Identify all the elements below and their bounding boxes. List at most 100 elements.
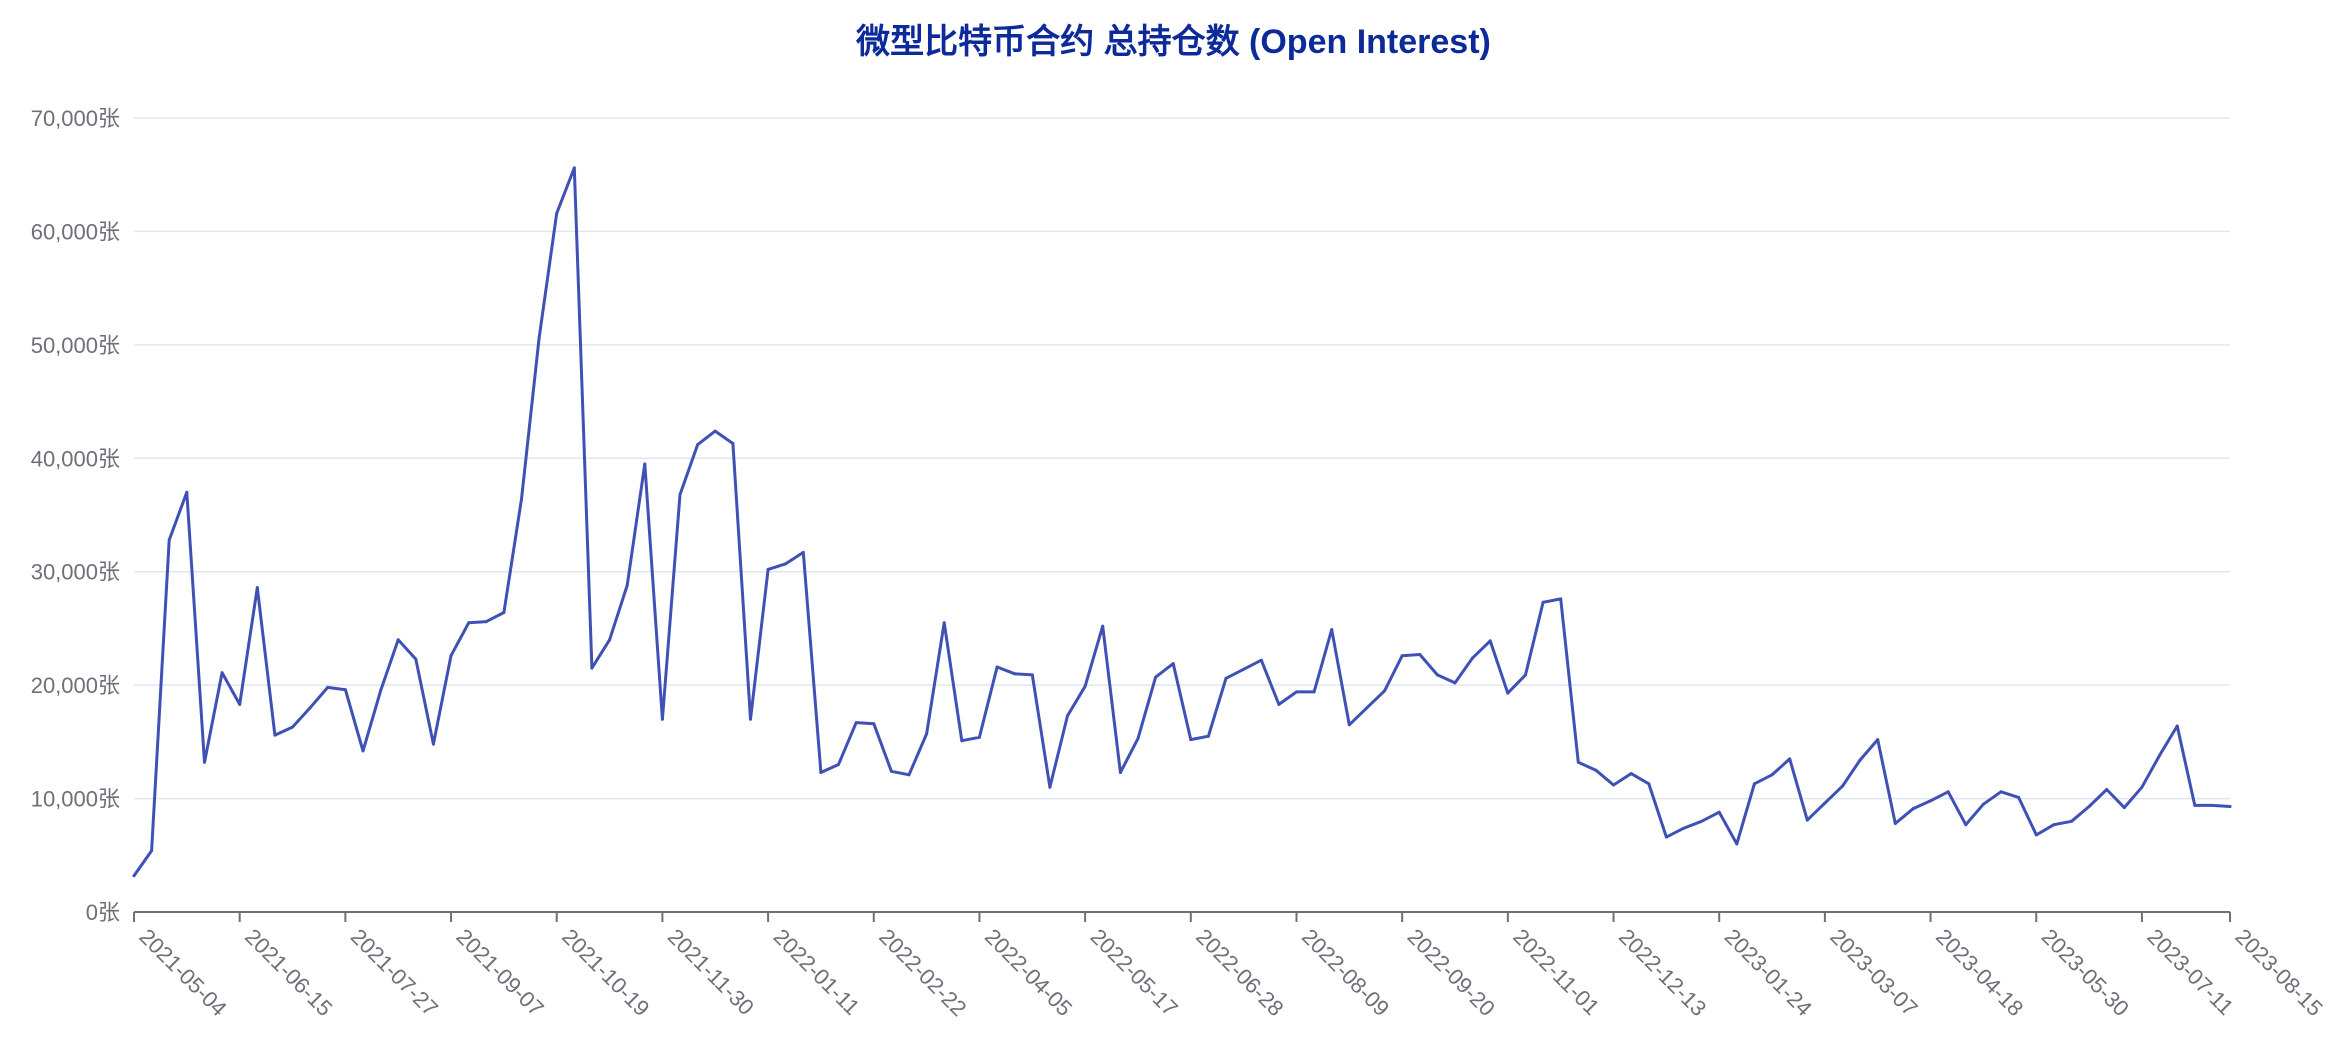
data-point (1576, 760, 1580, 764)
x-tick-label: 2023-01-24 (1720, 924, 1817, 1021)
data-point (2228, 805, 2232, 808)
data-point (749, 717, 752, 721)
x-tick-label: 2021-11-30 (663, 924, 759, 1020)
data-point (1066, 714, 1069, 718)
x-tick-label: 2023-05-30 (2037, 924, 2134, 1021)
data-point (1453, 681, 1457, 685)
data-point (1347, 723, 1351, 727)
x-tick-label: 2022-02-22 (874, 924, 971, 1021)
data-point (1841, 784, 1844, 788)
data-point (1365, 706, 1369, 710)
data-point (2210, 803, 2214, 807)
data-point (431, 742, 435, 746)
series-line (132, 166, 2232, 878)
data-point (819, 771, 823, 774)
data-point (1506, 691, 1510, 695)
data-point (2140, 785, 2144, 789)
series-layer (132, 166, 2232, 878)
data-point (1030, 673, 1034, 677)
grid-lines (134, 117, 2230, 800)
data-point (1664, 835, 1668, 839)
data-point (731, 442, 735, 445)
x-tick-label: 2022-09-20 (1403, 924, 1500, 1021)
x-tick-label: 2021-05-04 (134, 924, 231, 1021)
data-point (1541, 600, 1545, 604)
y-axis-tick-labels: 0张 10,000张 20,000张 30,000张 40,000张 50,000张 60,… (31, 106, 120, 925)
data-point (784, 562, 788, 566)
y-tick-label: 50,000张 (31, 333, 120, 358)
data-point (1083, 684, 1087, 688)
data-point (1717, 810, 1721, 814)
data-point (1277, 702, 1281, 706)
x-tick-label: 2023-08-15 (2230, 924, 2327, 1021)
data-point (1242, 667, 1246, 671)
data-point (132, 874, 136, 878)
data-point (1189, 738, 1193, 742)
data-point (2052, 823, 2056, 827)
data-point (203, 760, 206, 764)
data-point (1858, 758, 1862, 762)
data-point (1559, 597, 1563, 601)
data-point (1876, 738, 1880, 742)
x-tick-label: 2022-05-17 (1086, 924, 1183, 1021)
data-point (1929, 799, 1933, 803)
data-point (608, 638, 612, 642)
data-point (1312, 690, 1316, 694)
x-tick-label: 2021-06-15 (240, 924, 337, 1021)
data-point (942, 621, 946, 625)
x-tick-label: 2023-04-18 (1931, 924, 2028, 1021)
data-point (854, 721, 858, 725)
data-point (1805, 818, 1809, 822)
data-point (1788, 757, 1792, 761)
data-point (2087, 805, 2091, 808)
data-point (2034, 833, 2038, 837)
data-point (238, 702, 242, 706)
x-tick-label: 2022-04-05 (980, 924, 1077, 1021)
x-tick-label: 2021-09-07 (452, 924, 549, 1021)
data-point (1893, 822, 1897, 825)
data-point (1911, 807, 1915, 811)
data-point (1524, 673, 1527, 677)
axes (133, 911, 2231, 922)
data-point (1383, 689, 1387, 693)
data-point (185, 490, 189, 494)
x-tick-label: 2022-01-11 (769, 924, 865, 1020)
data-point (520, 497, 523, 501)
data-point (572, 166, 576, 170)
data-point (837, 763, 840, 766)
x-tick-label: 2021-10-19 (557, 924, 654, 1021)
data-point (273, 733, 277, 737)
data-point (396, 638, 400, 642)
data-point (150, 849, 154, 853)
data-point (1946, 790, 1950, 794)
data-point (1259, 658, 1263, 662)
x-tick-label: 2022-12-13 (1614, 924, 1711, 1021)
data-point (1154, 675, 1158, 679)
data-point (2017, 795, 2021, 799)
x-axis-tick-labels: 2021-05-04 2021-06-15 2021-07-27 2021-09-07… (134, 924, 2327, 1021)
y-tick-label: 0张 (86, 900, 120, 925)
data-point (449, 654, 453, 658)
y-tick-label: 40,000张 (31, 446, 120, 471)
x-tick-label: 2022-08-09 (1297, 924, 1394, 1021)
data-point (255, 586, 259, 590)
y-tick-label: 70,000张 (31, 106, 120, 131)
x-tick-label: 2021-07-27 (346, 924, 443, 1021)
data-point (1647, 782, 1651, 786)
data-point (1752, 782, 1756, 786)
data-point (1418, 653, 1422, 656)
x-tick-label: 2023-07-11 (2142, 924, 2238, 1020)
data-point (1981, 802, 1985, 806)
data-point (625, 583, 629, 587)
data-point (907, 773, 911, 777)
data-point (308, 706, 312, 710)
data-point (643, 462, 647, 466)
data-point (678, 493, 682, 497)
data-point (467, 621, 471, 625)
data-point (361, 749, 365, 753)
data-point (1330, 628, 1334, 632)
y-tick-label: 10,000张 (31, 787, 120, 812)
data-point (379, 689, 383, 693)
data-point (326, 685, 330, 689)
data-point (2158, 754, 2161, 757)
